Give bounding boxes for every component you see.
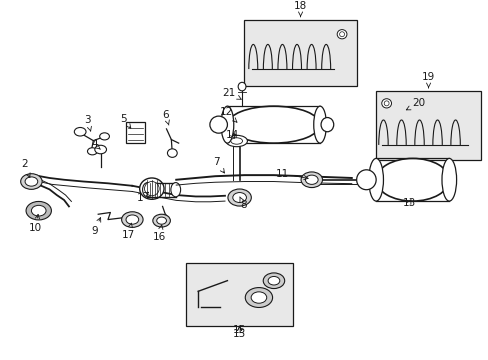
Ellipse shape <box>26 202 51 220</box>
Ellipse shape <box>221 106 233 143</box>
Ellipse shape <box>25 177 38 186</box>
Ellipse shape <box>144 181 159 196</box>
Text: 20: 20 <box>406 98 425 110</box>
Text: 15: 15 <box>232 326 246 339</box>
Text: 11: 11 <box>275 169 307 180</box>
Text: 4: 4 <box>91 139 100 149</box>
Ellipse shape <box>140 178 163 199</box>
Ellipse shape <box>305 175 318 184</box>
Text: 21: 21 <box>222 87 241 99</box>
Ellipse shape <box>87 148 97 155</box>
Text: 16: 16 <box>152 225 165 242</box>
Ellipse shape <box>225 135 247 147</box>
Text: 8: 8 <box>239 197 246 210</box>
Ellipse shape <box>122 212 143 228</box>
Ellipse shape <box>321 117 333 132</box>
Ellipse shape <box>384 101 388 106</box>
Ellipse shape <box>337 30 346 39</box>
Ellipse shape <box>167 149 177 157</box>
Bar <box>126 122 145 143</box>
Text: 15: 15 <box>232 325 246 335</box>
Ellipse shape <box>74 127 86 136</box>
Text: 18: 18 <box>293 1 306 17</box>
Text: 14: 14 <box>226 130 239 140</box>
Text: 3: 3 <box>84 115 91 131</box>
Text: 6: 6 <box>162 110 169 125</box>
Ellipse shape <box>31 205 46 216</box>
Ellipse shape <box>227 106 320 143</box>
Text: 10: 10 <box>29 214 42 234</box>
Text: 2: 2 <box>21 159 30 177</box>
Ellipse shape <box>267 276 279 285</box>
Ellipse shape <box>301 172 322 188</box>
Bar <box>375 91 480 160</box>
Text: 1: 1 <box>136 192 148 203</box>
Text: 13: 13 <box>402 198 415 208</box>
Bar <box>244 20 356 86</box>
Ellipse shape <box>356 170 375 190</box>
Ellipse shape <box>153 214 170 227</box>
Ellipse shape <box>232 193 246 203</box>
Ellipse shape <box>126 215 139 224</box>
Bar <box>185 263 293 325</box>
Text: 19: 19 <box>421 72 434 88</box>
Ellipse shape <box>95 145 106 154</box>
Ellipse shape <box>263 273 284 289</box>
Text: 12: 12 <box>219 107 237 122</box>
Ellipse shape <box>20 174 42 189</box>
Ellipse shape <box>251 292 266 303</box>
Ellipse shape <box>100 133 109 140</box>
Ellipse shape <box>441 158 456 201</box>
Ellipse shape <box>157 217 166 224</box>
Ellipse shape <box>230 138 242 144</box>
Text: 5: 5 <box>120 114 130 128</box>
Ellipse shape <box>368 158 383 201</box>
Ellipse shape <box>245 288 272 307</box>
Text: 9: 9 <box>91 217 101 236</box>
Ellipse shape <box>142 183 152 197</box>
Ellipse shape <box>170 183 180 197</box>
Ellipse shape <box>381 99 391 108</box>
Ellipse shape <box>238 82 245 91</box>
Text: 7: 7 <box>212 157 224 173</box>
Ellipse shape <box>209 116 227 133</box>
Text: 17: 17 <box>122 223 135 240</box>
Ellipse shape <box>227 189 251 206</box>
Ellipse shape <box>339 32 344 37</box>
Ellipse shape <box>313 106 326 143</box>
Ellipse shape <box>375 158 448 201</box>
